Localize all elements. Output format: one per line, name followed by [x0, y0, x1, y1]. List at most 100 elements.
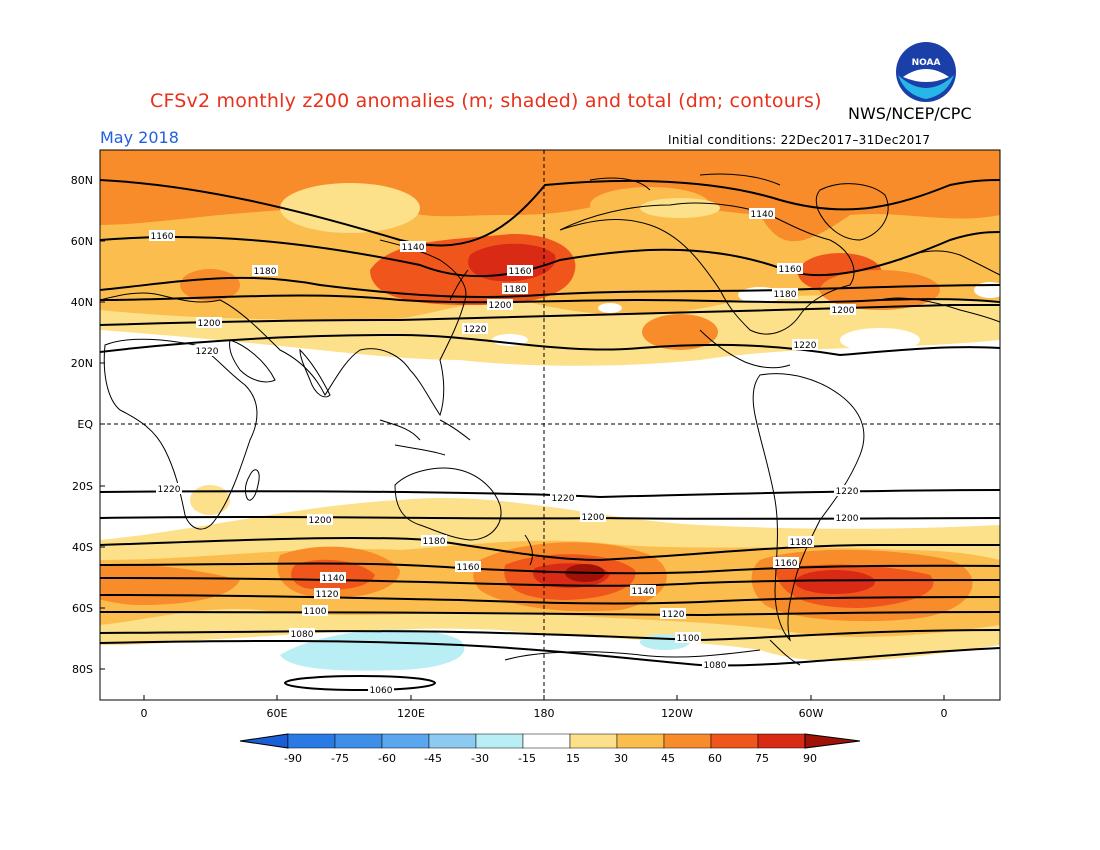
contour-label: 1100 — [302, 605, 328, 617]
lon-label: 0 — [141, 707, 148, 720]
continent-outlines — [100, 173, 1000, 666]
svg-text:1200: 1200 — [582, 513, 605, 523]
contour-label: 1200 — [307, 514, 333, 526]
contour-label: 1180 — [772, 288, 798, 300]
colorbar-box — [475, 733, 524, 749]
svg-text:1120: 1120 — [316, 590, 339, 600]
initial-conditions: Initial conditions: 22Dec2017–31Dec2017 — [668, 133, 931, 147]
colorbar-label: -45 — [424, 752, 442, 765]
lat-label: 60S — [72, 602, 93, 615]
svg-text:1220: 1220 — [464, 325, 487, 335]
svg-text:1160: 1160 — [151, 232, 174, 242]
colorbar-label: -60 — [378, 752, 396, 765]
colorbar-label: 15 — [566, 752, 580, 765]
contour-label: 1080 — [289, 628, 315, 640]
agency-label: NWS/NCEP/CPC — [848, 104, 972, 123]
svg-text:1200: 1200 — [309, 516, 332, 526]
contour-label: 1160 — [777, 263, 803, 275]
contour-label: 1120 — [660, 608, 686, 620]
lat-label: 40S — [72, 541, 93, 554]
svg-text:1220: 1220 — [794, 341, 817, 351]
svg-text:1140: 1140 — [322, 574, 345, 584]
contour-label: 1180 — [502, 283, 528, 295]
contour-label: 1180 — [252, 265, 278, 277]
contour-label: 1200 — [580, 511, 606, 523]
colorbar-box — [663, 733, 712, 749]
svg-text:1100: 1100 — [304, 607, 327, 617]
contour-label: 1100 — [675, 632, 701, 644]
lat-label: 20N — [71, 357, 93, 370]
contour-label: 1200 — [834, 512, 860, 524]
colorbar-box — [287, 733, 336, 749]
lon-label: 180 — [534, 707, 555, 720]
svg-text:1180: 1180 — [504, 285, 527, 295]
contour-label: 1180 — [788, 536, 814, 548]
svg-text:1140: 1140 — [402, 243, 425, 253]
lat-label: 40N — [71, 296, 93, 309]
svg-text:1220: 1220 — [552, 494, 575, 504]
contour-label: 1160 — [507, 265, 533, 277]
longitude-labels: 0 60E 120E 180 120W 60W 0 — [141, 707, 948, 720]
colorbar-box — [428, 733, 477, 749]
colorbar-label: 60 — [708, 752, 722, 765]
colorbar-label: -15 — [518, 752, 536, 765]
lat-label: 60N — [71, 235, 93, 248]
svg-text:1180: 1180 — [774, 290, 797, 300]
svg-text:1080: 1080 — [704, 661, 727, 671]
colorbar-box — [569, 733, 618, 749]
svg-text:1080: 1080 — [291, 630, 314, 640]
contour-label: 1220 — [550, 492, 576, 504]
colorbar-arrow-right — [804, 733, 861, 749]
colorbar-box — [334, 733, 383, 749]
contour-label: 1200 — [196, 317, 222, 329]
colorbar-label: 75 — [755, 752, 769, 765]
axis-ticks — [100, 179, 945, 700]
map-title: CFSv2 monthly z200 anomalies (m; shaded)… — [150, 90, 822, 112]
contour-label: 1200 — [487, 299, 513, 311]
contour-label: 1220 — [792, 339, 818, 351]
colorbar-box — [757, 733, 806, 749]
contour-label: 1140 — [630, 585, 656, 597]
forecast-month: May 2018 — [100, 128, 179, 147]
lat-label: 80N — [71, 174, 93, 187]
contour-label: 1220 — [462, 323, 488, 335]
contour-label: 1120 — [314, 588, 340, 600]
svg-text:1140: 1140 — [632, 587, 655, 597]
svg-text:1180: 1180 — [790, 538, 813, 548]
height-contours — [100, 179, 1000, 691]
svg-text:1160: 1160 — [775, 559, 798, 569]
colorbar-label: -30 — [471, 752, 489, 765]
svg-text:1220: 1220 — [158, 485, 181, 495]
svg-text:1200: 1200 — [836, 514, 859, 524]
colorbar-label: 90 — [803, 752, 817, 765]
lon-label: 0 — [941, 707, 948, 720]
contour-label: 1160 — [455, 561, 481, 573]
svg-text:1140: 1140 — [751, 210, 774, 220]
svg-text:1180: 1180 — [254, 267, 277, 277]
lat-label: 80S — [72, 663, 93, 676]
contour-label: 1160 — [149, 230, 175, 242]
contour-labels: 1160 1140 1180 1160 1180 1200 1220 1200 … — [149, 208, 860, 696]
plot-border — [99, 149, 1001, 701]
svg-text:1220: 1220 — [836, 487, 859, 497]
contour-label: 1140 — [749, 208, 775, 220]
colorbar-label: -90 — [284, 752, 302, 765]
svg-text:1120: 1120 — [662, 610, 685, 620]
lat-label: 20S — [72, 480, 93, 493]
contour-label: 1220 — [194, 345, 220, 357]
svg-text:1220: 1220 — [196, 347, 219, 357]
svg-text:1160: 1160 — [509, 267, 532, 277]
logo-text: NOAA — [912, 58, 941, 68]
contour-label: 1140 — [320, 572, 346, 584]
colorbar-label: 45 — [661, 752, 675, 765]
colorbar-arrow-left — [239, 733, 289, 749]
svg-text:1060: 1060 — [370, 686, 393, 696]
colorbar-box — [616, 733, 665, 749]
noaa-logo-icon: NOAA — [896, 42, 956, 102]
latitude-labels: 80N 60N 40N 20N EQ 20S 40S 60S 80S — [71, 174, 94, 676]
svg-text:1160: 1160 — [779, 265, 802, 275]
contour-label: 1180 — [421, 535, 447, 547]
contour-label: 1200 — [830, 304, 856, 316]
contour-label: 1160 — [773, 557, 799, 569]
